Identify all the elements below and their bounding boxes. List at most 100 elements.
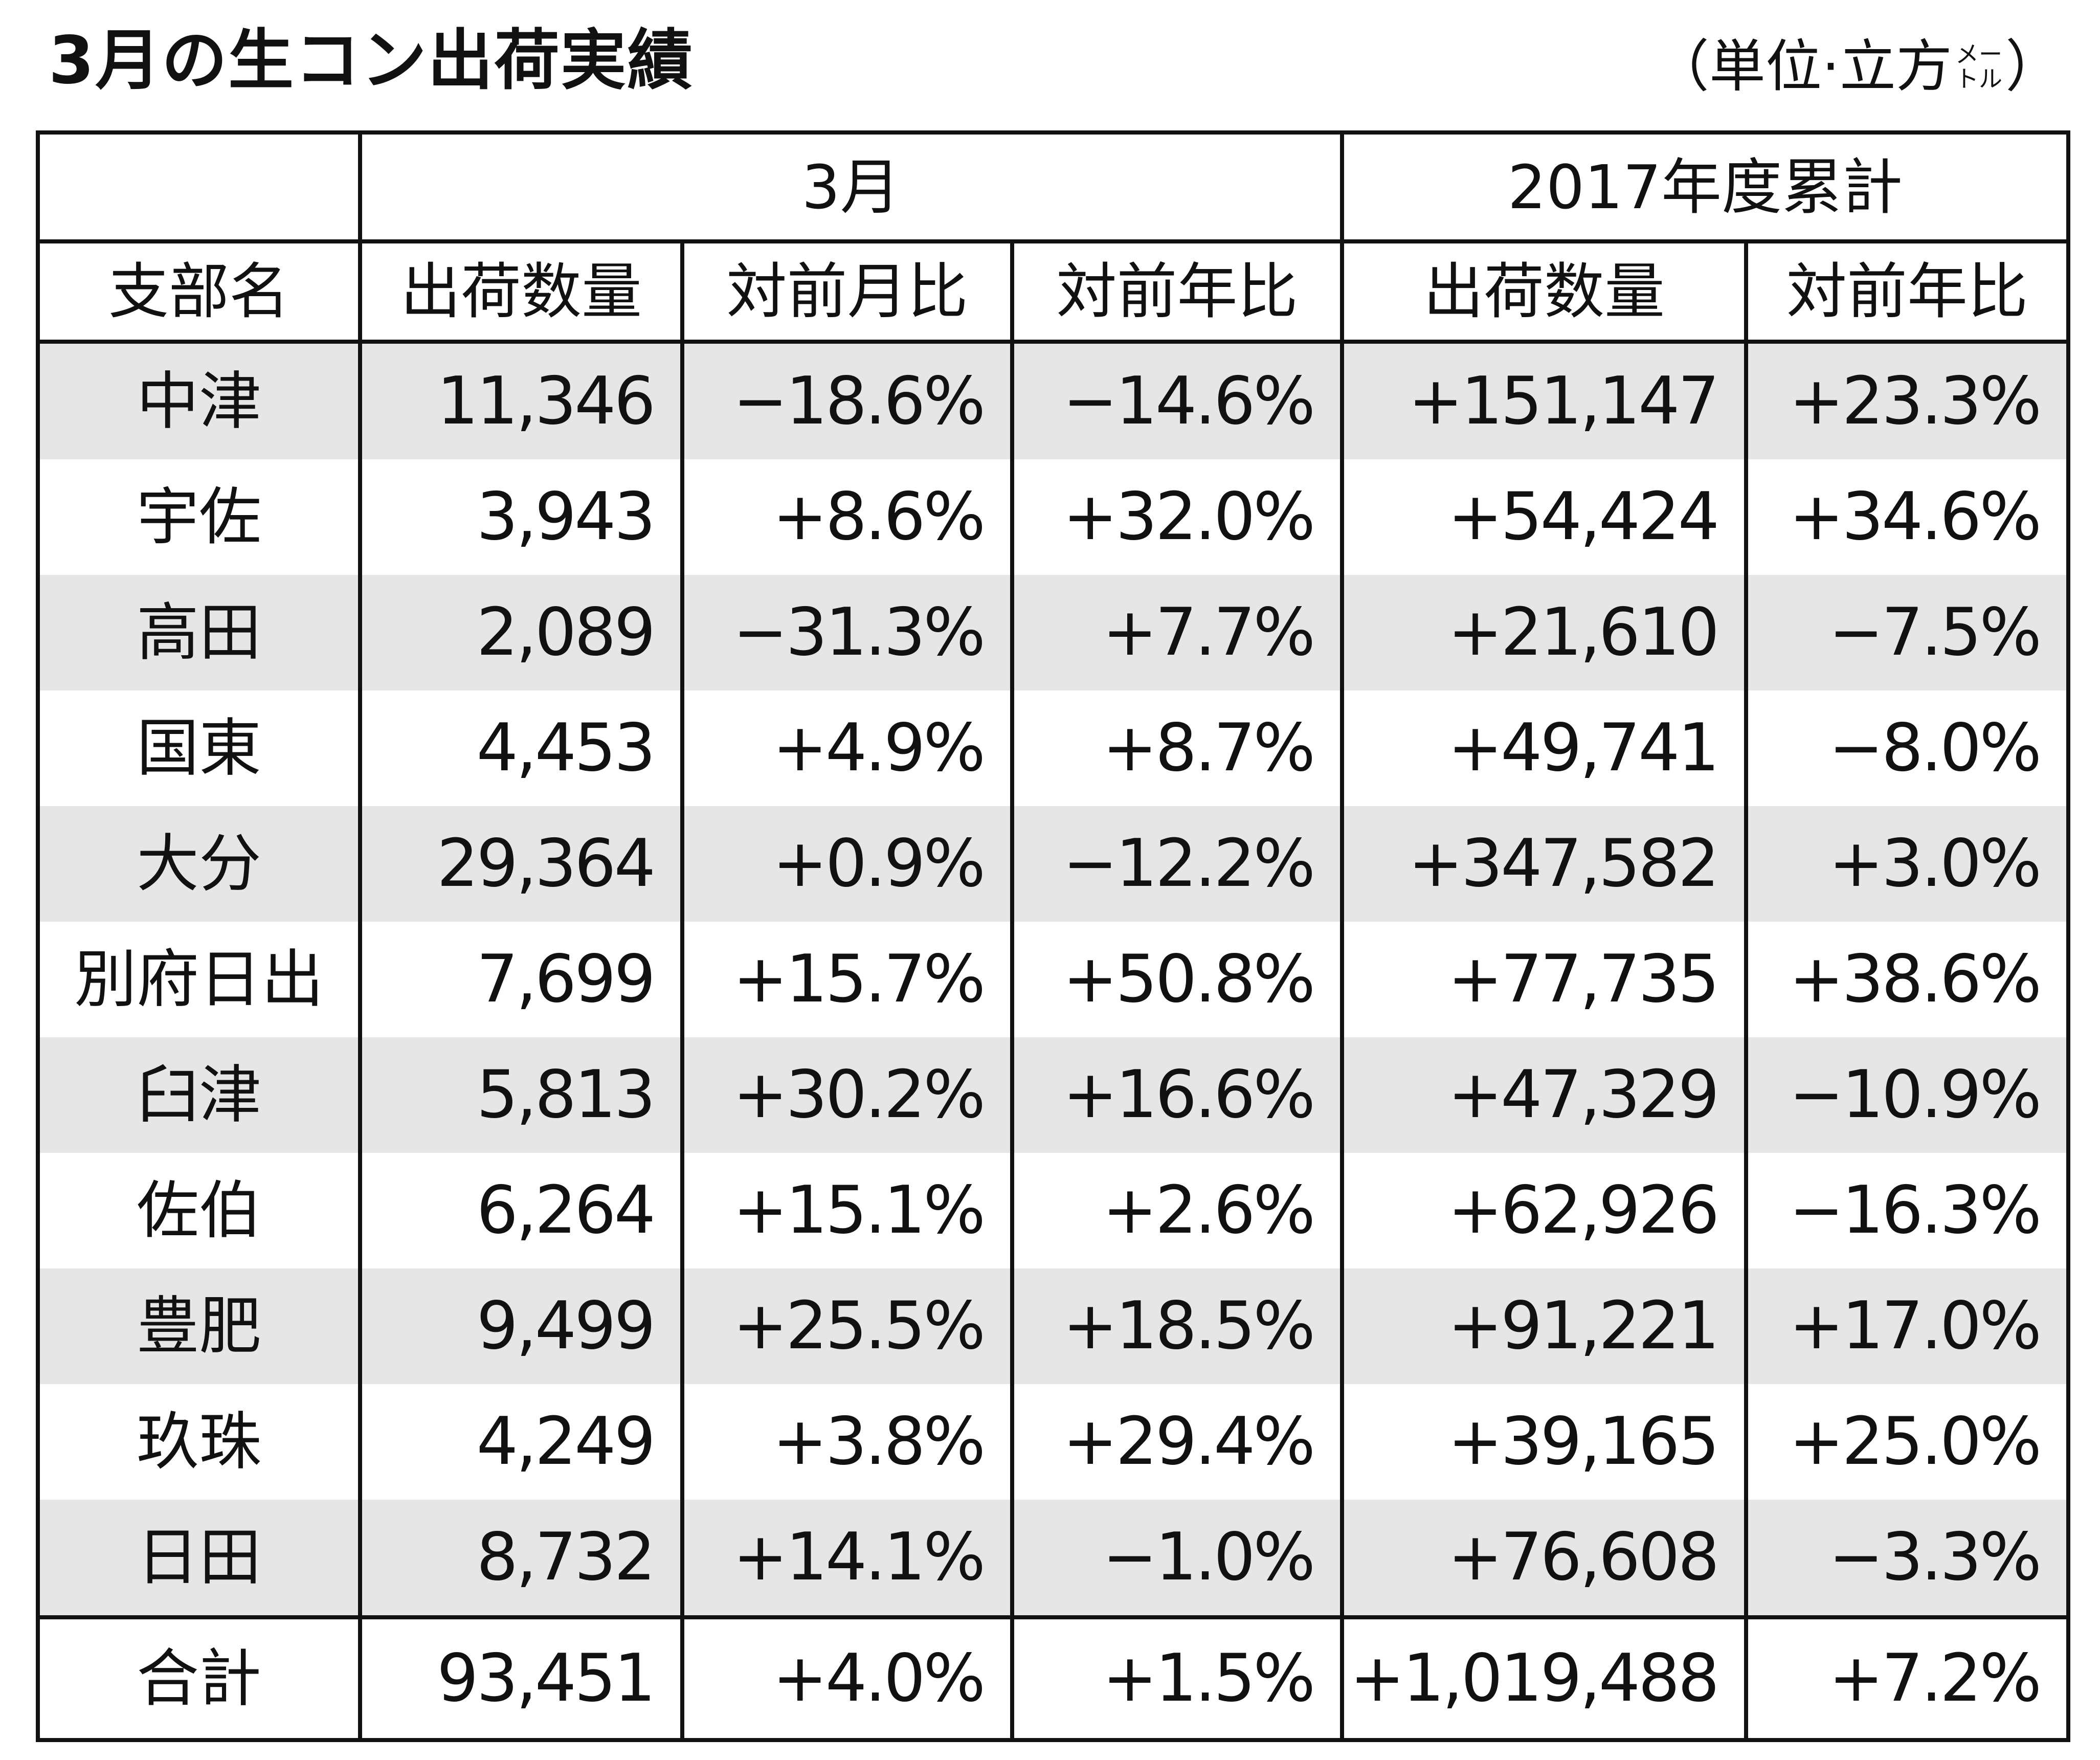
cell-month-mom: +15.1% [680,1153,1014,1268]
cell-cum-qty: +49,741 [1340,690,1749,806]
cell-cum-qty: +62,926 [1340,1153,1749,1268]
table-row: 佐伯 6,264 +15.1% +2.6% +62,926 −16.3% [36,1153,2071,1268]
total-cum-yoy: +7.2% [1744,1615,2071,1740]
cell-month-qty: 3,943 [358,459,684,575]
cell-month-yoy: +7.7% [1010,575,1345,690]
group-header-blank [36,130,362,243]
cell-cum-yoy: +3.0% [1744,806,2071,922]
cell-month-mom: +30.2% [680,1037,1014,1153]
cell-branch: 日田 [36,1500,362,1617]
cell-branch: 豊肥 [36,1268,362,1384]
total-month-qty: 93,451 [358,1615,684,1740]
cell-branch: 宇佐 [36,459,362,575]
cell-month-qty: 6,264 [358,1153,684,1268]
shipments-table: 3月 2017年度累計 支部名 出荷数量 対前月比 対前年比 出荷数量 対前年比… [36,130,2071,1742]
group-header-cumulative: 2017年度累計 [1340,130,2071,243]
cell-branch: 高田 [36,575,362,690]
table-row: 宇佐 3,943 +8.6% +32.0% +54,424 +34.6% [36,459,2071,575]
unit-note-close: ） [2005,34,2062,99]
col-header-cum-yoy: 対前年比 [1744,241,2071,344]
unit-note-small-top: メー [1955,40,2002,68]
unit-note-small: メー トル [1955,40,2002,91]
cell-cum-yoy: +38.6% [1744,922,2071,1037]
cell-cum-yoy: −3.3% [1744,1500,2071,1617]
cell-cum-yoy: −16.3% [1744,1153,2071,1268]
cell-cum-yoy: +23.3% [1744,342,2071,459]
cell-month-qty: 29,364 [358,806,684,922]
cell-cum-qty: +151,147 [1340,342,1749,459]
cell-month-mom: −31.3% [680,575,1014,690]
group-header-row: 3月 2017年度累計 [36,130,2071,243]
cell-branch: 大分 [36,806,362,922]
cell-cum-yoy: −8.0% [1744,690,2071,806]
table-row: 豊肥 9,499 +25.5% +18.5% +91,221 +17.0% [36,1268,2071,1384]
cell-month-yoy: +2.6% [1010,1153,1345,1268]
cell-cum-yoy: +17.0% [1744,1268,2071,1384]
cell-month-mom: +25.5% [680,1268,1014,1384]
cell-month-mom: +3.8% [680,1384,1014,1500]
total-row: 合計 93,451 +4.0% +1.5% +1,019,488 +7.2% [36,1615,2071,1740]
cell-cum-qty: +347,582 [1340,806,1749,922]
cell-cum-qty: +47,329 [1340,1037,1749,1153]
cell-month-mom: +8.6% [680,459,1014,575]
cell-month-yoy: −14.6% [1010,342,1345,459]
cell-month-qty: 4,249 [358,1384,684,1500]
cell-month-yoy: +50.8% [1010,922,1345,1037]
table-row: 玖珠 4,249 +3.8% +29.4% +39,165 +25.0% [36,1384,2071,1500]
total-branch: 合計 [36,1615,362,1740]
group-header-month: 3月 [358,130,1345,243]
cell-month-mom: +0.9% [680,806,1014,922]
col-header-month-mom: 対前月比 [680,241,1014,344]
cell-month-yoy: +32.0% [1010,459,1345,575]
table-row: 国東 4,453 +4.9% +8.7% +49,741 −8.0% [36,690,2071,806]
col-header-month-yoy: 対前年比 [1010,241,1345,344]
cell-month-qty: 2,089 [358,575,684,690]
unit-note-main: （単位·立方 [1653,34,1952,99]
page-title: 3月の生コン出荷実績 [49,23,694,99]
cell-cum-qty: +76,608 [1340,1500,1749,1617]
total-month-yoy: +1.5% [1010,1615,1345,1740]
table-row: 高田 2,089 −31.3% +7.7% +21,610 −7.5% [36,575,2071,690]
table-row: 臼津 5,813 +30.2% +16.6% +47,329 −10.9% [36,1037,2071,1153]
cell-month-yoy: +8.7% [1010,690,1345,806]
col-header-month-qty: 出荷数量 [358,241,684,344]
col-header-branch: 支部名 [36,241,362,344]
total-month-mom: +4.0% [680,1615,1014,1740]
cell-month-qty: 9,499 [358,1268,684,1384]
cell-month-yoy: +29.4% [1010,1384,1345,1500]
cell-month-yoy: +16.6% [1010,1037,1345,1153]
unit-note: （単位·立方 メー トル ） [1653,38,2062,95]
cell-month-yoy: +18.5% [1010,1268,1345,1384]
cell-month-mom: +14.1% [680,1500,1014,1617]
cell-branch: 玖珠 [36,1384,362,1500]
cell-branch: 中津 [36,342,362,459]
cell-branch: 佐伯 [36,1153,362,1268]
table-row: 中津 11,346 −18.6% −14.6% +151,147 +23.3% [36,342,2071,459]
cell-cum-qty: +21,610 [1340,575,1749,690]
cell-cum-yoy: +25.0% [1744,1384,2071,1500]
column-header-row: 支部名 出荷数量 対前月比 対前年比 出荷数量 対前年比 [36,241,2071,344]
cell-month-yoy: −1.0% [1010,1500,1345,1617]
cell-month-mom: +15.7% [680,922,1014,1037]
table-row: 別府日出 7,699 +15.7% +50.8% +77,735 +38.6% [36,922,2071,1037]
table-row: 日田 8,732 +14.1% −1.0% +76,608 −3.3% [36,1500,2071,1617]
total-cum-qty: +1,019,488 [1340,1615,1749,1740]
cell-month-mom: −18.6% [680,342,1014,459]
cell-cum-qty: +54,424 [1340,459,1749,575]
cell-cum-qty: +91,221 [1340,1268,1749,1384]
cell-month-qty: 7,699 [358,922,684,1037]
cell-branch: 別府日出 [36,922,362,1037]
cell-cum-yoy: −7.5% [1744,575,2071,690]
col-header-cum-qty: 出荷数量 [1340,241,1749,344]
cell-month-qty: 11,346 [358,342,684,459]
cell-month-qty: 8,732 [358,1500,684,1617]
cell-month-yoy: −12.2% [1010,806,1345,922]
cell-month-qty: 4,453 [358,690,684,806]
cell-cum-yoy: +34.6% [1744,459,2071,575]
cell-cum-qty: +77,735 [1340,922,1749,1037]
cell-cum-qty: +39,165 [1340,1384,1749,1500]
cell-branch: 国東 [36,690,362,806]
cell-month-qty: 5,813 [358,1037,684,1153]
table-row: 大分 29,364 +0.9% −12.2% +347,582 +3.0% [36,806,2071,922]
cell-cum-yoy: −10.9% [1744,1037,2071,1153]
